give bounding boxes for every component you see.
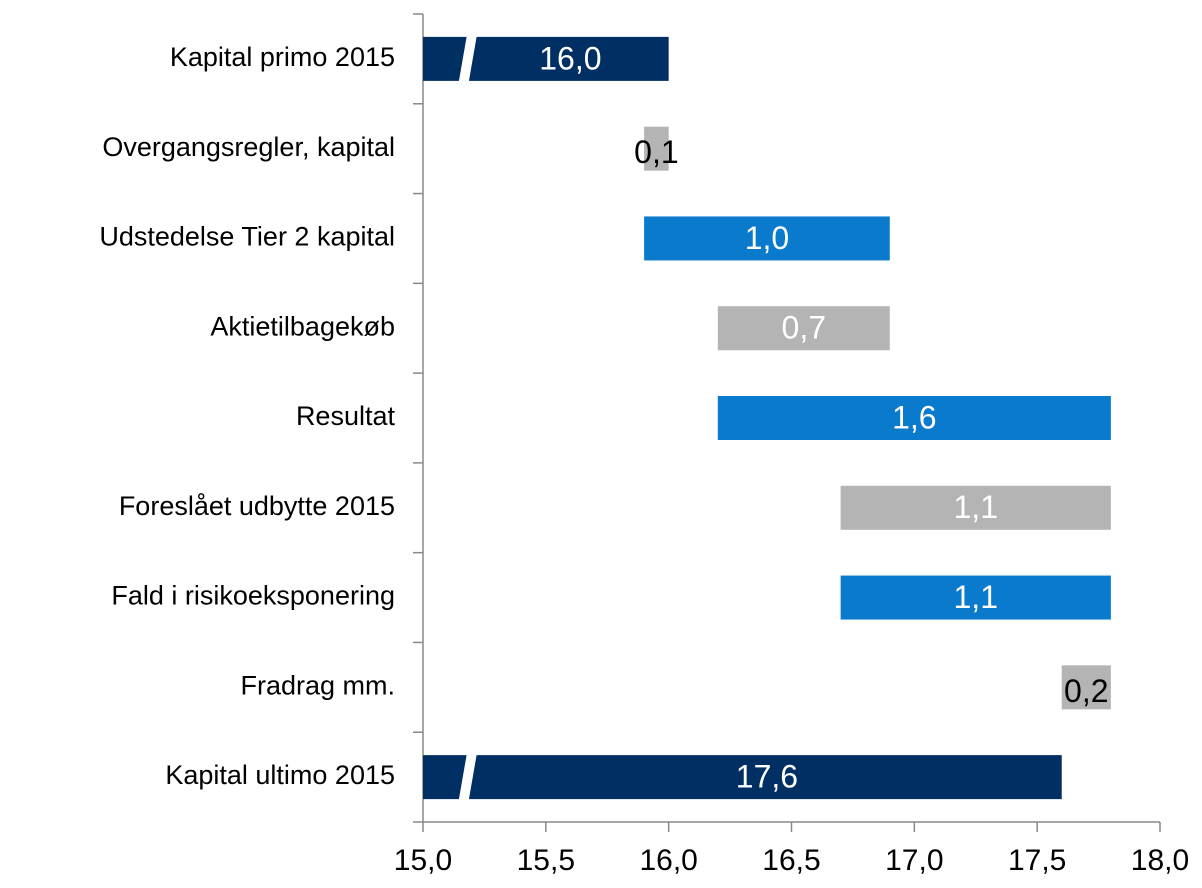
bar [840,485,1111,530]
value-label: 0,2 [1064,673,1108,709]
x-tick-label: 17,5 [1008,844,1066,877]
axis-break [458,754,477,801]
x-tick-label: 16,0 [639,844,697,877]
category-label: Foreslået udbytte 2015 [119,491,395,521]
x-tick-label: 18,0 [1131,844,1189,877]
value-label: 16,0 [539,40,601,76]
x-tick-label: 15,0 [394,844,452,877]
bar [1061,665,1111,710]
value-label: 1,6 [892,399,936,435]
bar [423,755,1062,800]
bar [840,575,1111,620]
category-label: Udstedelse Tier 2 kapital [99,222,395,252]
category-label: Kapital primo 2015 [170,42,395,72]
x-tick-label: 16,5 [762,844,820,877]
bar [644,126,669,171]
bar [717,396,1111,440]
value-label: 1,1 [954,489,998,525]
axis-break [458,35,477,82]
category-label: Aktietilbagekøb [210,311,395,341]
value-label: 17,6 [736,759,798,795]
category-label: Kapital ultimo 2015 [165,760,395,790]
value-label: 1,1 [954,579,998,615]
x-tick-label: 17,0 [885,844,943,877]
value-label: 1,0 [745,220,789,256]
category-label: Fradrag mm. [240,670,395,700]
category-label: Overgangsregler, kapital [102,132,395,162]
category-label: Resultat [296,401,396,431]
bar [644,216,890,261]
x-tick-label: 15,5 [517,844,575,877]
value-label: 0,1 [634,134,678,170]
category-label: Fald i risikoeksponering [111,581,395,611]
bar [717,306,890,351]
value-label: 0,7 [782,310,826,346]
